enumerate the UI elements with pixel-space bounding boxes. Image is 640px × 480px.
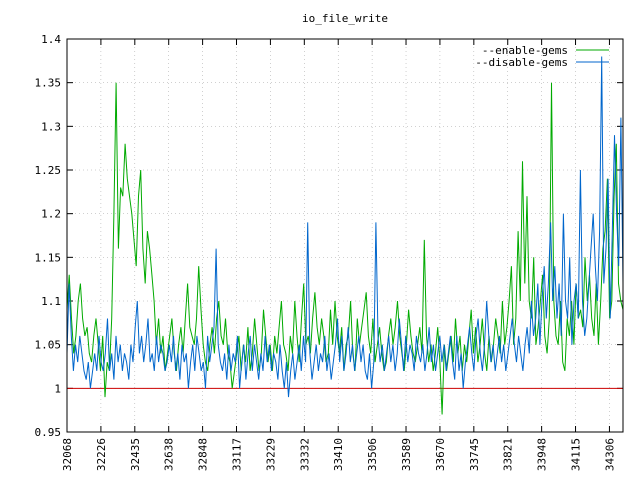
x-tick-label: 33948 [536, 438, 549, 471]
y-tick-label: 1 [54, 382, 61, 395]
y-tick-label: 1.15 [35, 251, 62, 264]
y-tick-label: 0.95 [35, 426, 62, 439]
y-tick-label: 1.1 [41, 295, 61, 308]
y-tick-label: 1.05 [35, 339, 62, 352]
series-line-0 [66, 82, 624, 415]
x-tick-label: 34306 [603, 438, 616, 471]
axis-ticks: 0.95 1 1.05 1.1 1.15 1.2 1.25 1.3 1.35 1.4 32068 32… [35, 33, 623, 471]
x-tick-label: 32226 [95, 438, 108, 471]
series-line-1 [66, 56, 624, 398]
y-tick-label: 1.4 [41, 33, 61, 46]
x-tick-label: 33745 [468, 438, 481, 471]
plot-frame [66, 38, 624, 433]
legend: --enable-gems--disable-gems [475, 44, 609, 69]
x-tick-label: 34115 [570, 438, 583, 471]
chart-title: io_file_write [302, 12, 388, 25]
x-tick-label: 33117 [231, 438, 244, 471]
x-tick-label: 32638 [163, 438, 176, 471]
x-tick-label: 33670 [434, 438, 447, 471]
x-tick-label: 33506 [366, 438, 379, 471]
y-tick-label: 1.2 [41, 208, 61, 221]
y-tick-label: 1.25 [35, 164, 62, 177]
x-tick-label: 33821 [502, 438, 515, 471]
x-tick-label: 33589 [400, 438, 413, 471]
x-tick-label: 32435 [129, 438, 142, 471]
legend-label-1: --disable-gems [475, 56, 568, 69]
series-group [66, 56, 624, 415]
x-tick-label: 33332 [298, 438, 311, 471]
x-tick-label: 33229 [264, 438, 277, 471]
legend-label-0: --enable-gems [482, 44, 568, 57]
x-tick-label: 32068 [61, 438, 74, 471]
y-tick-label: 1.35 [35, 77, 62, 90]
y-tick-label: 1.3 [41, 120, 61, 133]
x-tick-label: 32848 [197, 438, 210, 471]
grid [66, 38, 623, 433]
x-tick-label: 33410 [332, 438, 345, 471]
